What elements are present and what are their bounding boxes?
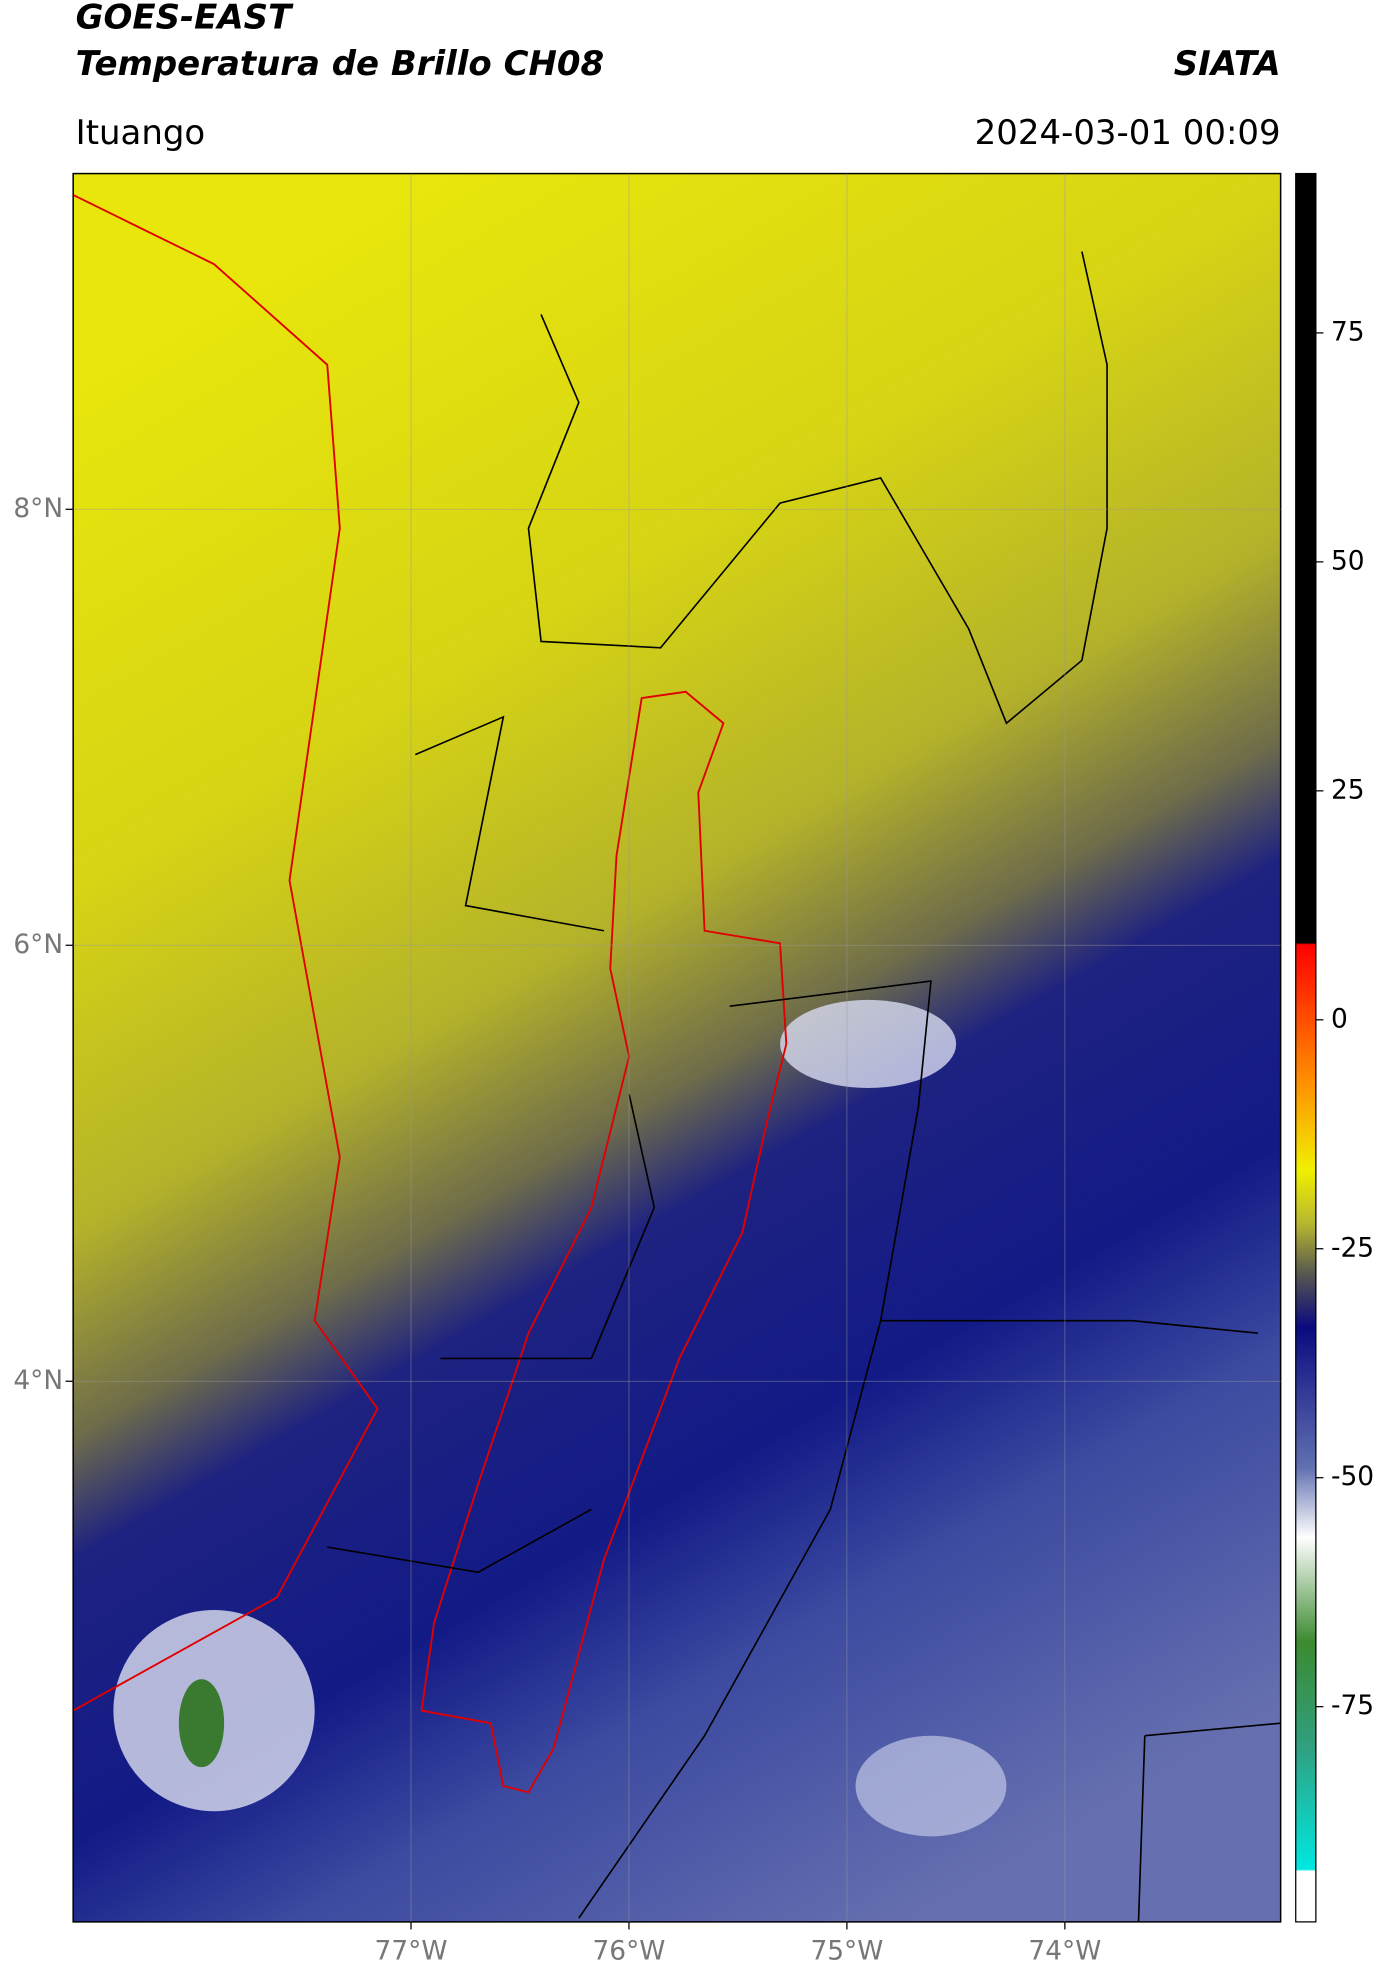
department-boundary: [527, 251, 1108, 725]
y-tick-label: 8°N: [13, 493, 63, 524]
colorbar: [1295, 172, 1317, 1923]
map-frame: [72, 172, 1282, 1923]
cold-cloud: [855, 1735, 1007, 1837]
colorbar-tick-label: -75: [1331, 1690, 1374, 1721]
colorbar-tick-label: 0: [1331, 1003, 1348, 1034]
colorbar-tick-label: 50: [1331, 545, 1365, 576]
colorbar-tick-label: -25: [1331, 1232, 1374, 1263]
region-boundary: [420, 690, 788, 1794]
x-tick-label: 77°W: [375, 1936, 448, 1967]
colorbar-tick-label: 25: [1331, 774, 1365, 805]
cold-cloud: [780, 999, 957, 1088]
department-boundary: [327, 715, 1281, 1922]
region: Ituango: [76, 113, 206, 153]
coastline: [73, 194, 379, 1712]
source: SIATA: [1174, 44, 1281, 84]
y-tick-label: 4°N: [13, 1365, 63, 1396]
y-tick-label: 6°N: [13, 929, 63, 960]
colorbar-tick-label: -50: [1331, 1461, 1374, 1492]
timestamp: 2024-03-01 00:09: [975, 113, 1281, 153]
x-tick-label: 75°W: [810, 1936, 883, 1967]
subtitle: Temperatura de Brillo CH08: [76, 44, 604, 84]
very-cold-cloud: [178, 1679, 225, 1768]
title: GOES-EAST: [76, 0, 294, 37]
x-tick-label: 76°W: [592, 1936, 665, 1967]
map-area: [73, 173, 1281, 1922]
colorbar-tick-label: 75: [1331, 316, 1365, 347]
x-tick-label: 74°W: [1028, 1936, 1101, 1967]
